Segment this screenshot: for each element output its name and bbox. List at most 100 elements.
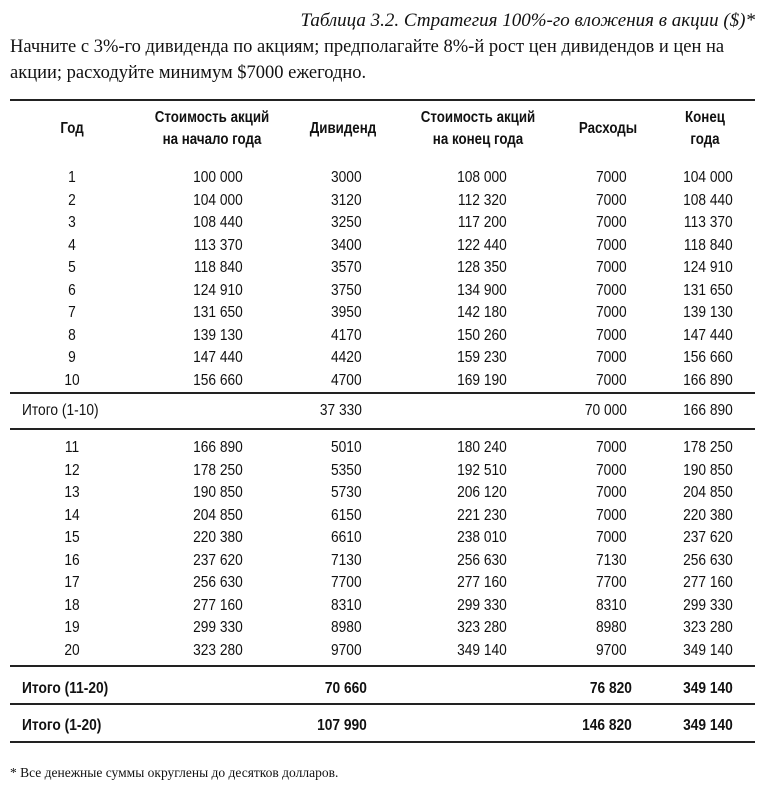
table-cell: 166 890 bbox=[193, 439, 243, 456]
table-cell: 124 910 bbox=[193, 281, 243, 299]
table-rule bbox=[10, 392, 755, 394]
table-cell: 7000 bbox=[596, 439, 627, 456]
table-cell: 190 850 bbox=[193, 484, 243, 501]
table-cell: 117 200 bbox=[458, 214, 507, 231]
table-cell: 147 440 bbox=[193, 349, 243, 366]
table-cell: 277 160 bbox=[457, 574, 507, 591]
table-cell: 7130 bbox=[596, 551, 627, 569]
table-intro: Начните с 3%-го дивиденда по акциям; пре… bbox=[10, 37, 725, 83]
table-cell: 7700 bbox=[596, 574, 627, 591]
table-cell: 204 850 bbox=[193, 506, 243, 524]
table-cell: 190 850 bbox=[683, 461, 733, 479]
table-cell: 8310 bbox=[331, 596, 362, 614]
table-cell: 7000 bbox=[596, 371, 627, 389]
table-cell: 104 000 bbox=[683, 169, 733, 186]
table-cell: 108 000 bbox=[457, 169, 507, 186]
table-cell: 3250 bbox=[331, 214, 362, 231]
column-header: Стоимость акций на начало года bbox=[154, 109, 270, 148]
column-header: Дивиденд bbox=[309, 120, 377, 137]
total-row-cell: 146 820 bbox=[582, 717, 632, 734]
table-cell: 220 380 bbox=[193, 529, 243, 546]
table-cell: 237 620 bbox=[683, 529, 733, 546]
table-cell: 220 380 bbox=[683, 506, 733, 524]
table-cell: 256 630 bbox=[193, 574, 243, 591]
table-cell: 8 bbox=[68, 326, 76, 344]
table-rule bbox=[10, 428, 755, 430]
total-row-cell: 349 140 bbox=[683, 717, 733, 734]
table-cell: 9 bbox=[68, 349, 76, 366]
table-cell: 3950 bbox=[331, 304, 362, 321]
column-header: Стоимость акций на конец года bbox=[420, 109, 536, 148]
table-cell: 277 160 bbox=[683, 574, 733, 591]
table-cell: 3120 bbox=[331, 191, 362, 209]
table-cell: 6 bbox=[68, 281, 76, 299]
table-cell: 142 180 bbox=[457, 304, 507, 321]
table-cell: 5 bbox=[68, 259, 76, 276]
table-cell: 3570 bbox=[331, 259, 362, 276]
table-cell: 8980 bbox=[596, 619, 627, 636]
table-cell: 7000 bbox=[596, 169, 627, 186]
table-cell: 299 330 bbox=[193, 619, 243, 636]
table-cell: 7000 bbox=[596, 214, 627, 231]
total-row-cell: 76 820 bbox=[589, 680, 632, 697]
table-cell: 159 230 bbox=[457, 349, 507, 366]
table-cell: 7000 bbox=[596, 484, 627, 501]
table-cell: 7 bbox=[68, 304, 76, 321]
table-rule bbox=[10, 665, 755, 667]
table-cell: 139 130 bbox=[193, 326, 243, 344]
table-cell: 221 230 bbox=[457, 506, 507, 524]
table-cell: 277 160 bbox=[193, 596, 243, 614]
table-cell: 238 010 bbox=[457, 529, 507, 546]
table-cell: 7000 bbox=[596, 506, 627, 524]
table-cell: 20 bbox=[64, 641, 80, 659]
table-cell: 4420 bbox=[331, 349, 362, 366]
table-cell: 299 330 bbox=[683, 596, 733, 614]
total-row-cell: 166 890 bbox=[683, 402, 733, 419]
table-cell: 131 650 bbox=[193, 304, 243, 321]
table-cell: 204 850 bbox=[683, 484, 733, 501]
total-row-cell: 70 660 bbox=[324, 680, 367, 697]
table-cell: 349 140 bbox=[683, 641, 733, 659]
table-cell: 7000 bbox=[596, 281, 627, 299]
table-cell: 147 440 bbox=[683, 326, 733, 344]
table-cell: 108 440 bbox=[193, 214, 243, 231]
table-cell: 122 440 bbox=[457, 236, 507, 254]
column-header: Конец года bbox=[685, 109, 725, 148]
table-cell: 112 320 bbox=[458, 191, 507, 209]
table-cell: 192 510 bbox=[457, 461, 507, 479]
table-cell: 166 890 bbox=[683, 371, 733, 389]
table-cell: 7130 bbox=[331, 551, 362, 569]
total-row-cell: Итого (11-20) bbox=[22, 680, 109, 697]
table-cell: 3750 bbox=[331, 281, 362, 299]
table-cell: 7000 bbox=[596, 191, 627, 209]
table-cell: 14 bbox=[64, 506, 80, 524]
table-cell: 237 620 bbox=[193, 551, 243, 569]
table-cell: 323 280 bbox=[457, 619, 507, 636]
table-rule bbox=[10, 99, 755, 101]
table-rule bbox=[10, 741, 755, 743]
table-cell: 5010 bbox=[331, 439, 362, 456]
table-cell: 180 240 bbox=[457, 439, 507, 456]
table-cell: 113 370 bbox=[684, 214, 733, 231]
table-cell: 256 630 bbox=[683, 551, 733, 569]
table-cell: 104 000 bbox=[193, 191, 243, 209]
table-cell: 169 190 bbox=[457, 371, 507, 389]
table-cell: 128 350 bbox=[457, 259, 507, 276]
table-cell: 178 250 bbox=[193, 461, 243, 479]
column-header: Год bbox=[60, 120, 84, 137]
table-cell: 3400 bbox=[331, 236, 362, 254]
table-cell: 349 140 bbox=[457, 641, 507, 659]
table-cell: 2 bbox=[68, 191, 76, 209]
table-cell: 17 bbox=[64, 574, 80, 591]
table-cell: 323 280 bbox=[193, 641, 243, 659]
table-cell: 178 250 bbox=[683, 439, 733, 456]
table-cell: 113 370 bbox=[194, 236, 243, 254]
total-row-cell: 107 990 bbox=[317, 717, 367, 734]
table-cell: 131 650 bbox=[683, 281, 733, 299]
table-cell: 100 000 bbox=[193, 169, 243, 186]
table-cell: 7000 bbox=[596, 461, 627, 479]
table-cell: 118 840 bbox=[684, 236, 733, 254]
table-cell: 9700 bbox=[596, 641, 627, 659]
table-cell: 5730 bbox=[331, 484, 362, 501]
table-cell: 139 130 bbox=[683, 304, 733, 321]
